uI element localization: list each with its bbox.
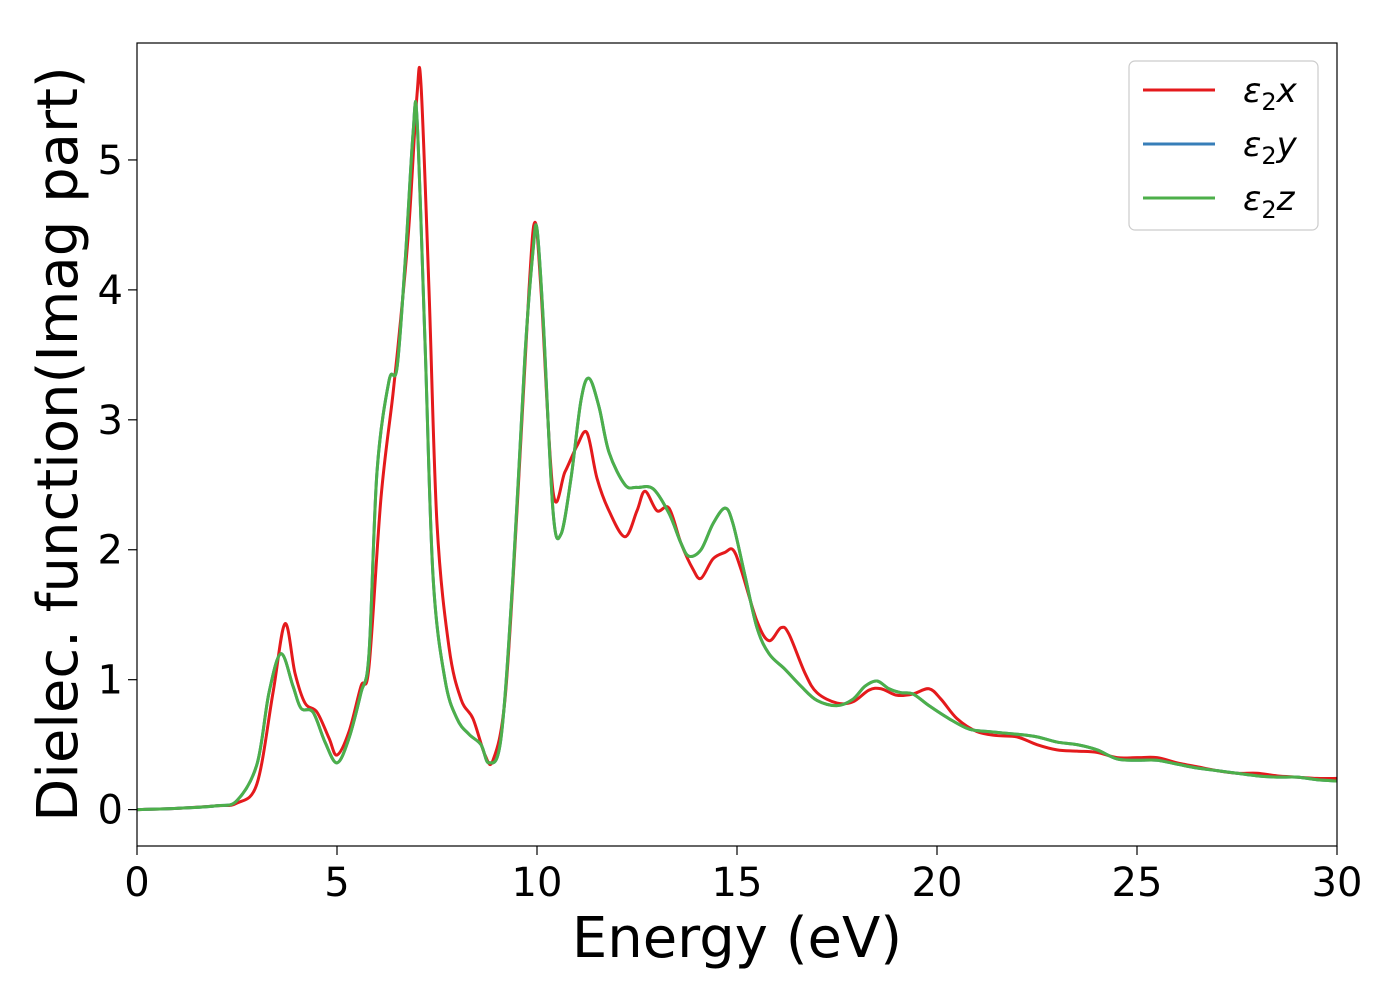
- legend: ε2x ε2y ε2z: [1128, 60, 1319, 231]
- y-tick-label: 1: [98, 658, 123, 704]
- x-axis: 0 5 10 15 20 25 30: [124, 846, 1362, 906]
- y-tick-label: 4: [98, 268, 123, 314]
- y-tick-label: 0: [98, 788, 123, 834]
- legend-label-y: ε2y: [1243, 125, 1298, 170]
- y-tick-label: 3: [98, 398, 123, 444]
- x-axis-label: Energy (eV): [572, 906, 902, 971]
- series-line-x: [137, 66, 1337, 812]
- y-tick-label: 5: [98, 138, 123, 184]
- x-tick-label: 20: [912, 860, 963, 906]
- x-tick-label: 30: [1312, 860, 1363, 906]
- x-tick-label: 25: [1112, 860, 1163, 906]
- x-tick-label: 5: [324, 860, 349, 906]
- y-axis-label: Dielec. function(Imag part): [26, 66, 91, 822]
- legend-label-x: ε2x: [1243, 71, 1298, 116]
- legend-box: [1128, 60, 1319, 231]
- x-tick-label: 10: [512, 860, 563, 906]
- series-layer: [137, 66, 1337, 812]
- x-tick-label: 0: [124, 860, 149, 906]
- y-tick-label: 2: [98, 528, 123, 574]
- y-axis: 0 1 2 3 4 5: [98, 138, 137, 834]
- x-tick-label: 15: [712, 860, 763, 906]
- legend-label-z: ε2z: [1243, 179, 1296, 224]
- series-line-z: [137, 100, 1337, 812]
